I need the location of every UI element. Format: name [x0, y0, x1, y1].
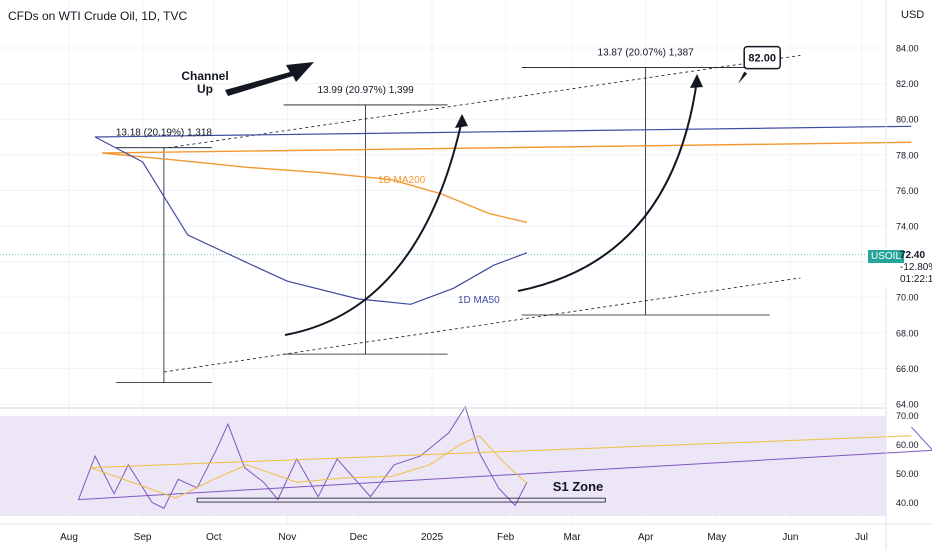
measure-label: 13.18 (20.19%) 1,318 — [116, 128, 213, 139]
y-tick-label: 74.00 — [896, 222, 919, 232]
channel-up-arrow — [225, 62, 314, 96]
rsi-y-tick-label: 50.00 — [896, 469, 919, 479]
price-tag-price: 72.40 — [900, 250, 926, 262]
annotations: 13.18 (20.19%) 1,318 13.99 (20.97%) 1,399… — [116, 45, 781, 503]
rsi-ma-line — [90, 435, 912, 499]
drawing-tools — [0, 55, 886, 384]
price-tag-change: -12.80% — [900, 262, 932, 274]
channel-up-word: Up — [197, 82, 213, 96]
x-tick-label: Jun — [782, 532, 798, 543]
y-tick-label: 82.00 — [896, 79, 919, 89]
rsi-y-tick-label: 40.00 — [896, 498, 919, 508]
channel-up-label: Channel Up — [181, 69, 228, 96]
symbol-title[interactable]: CFDs on WTI Crude Oil, 1D, TVC — [8, 9, 188, 23]
last-price-tag: USOIL 72.40 -12.80% 01:22:16 — [866, 247, 932, 288]
x-tick-label: Feb — [497, 532, 515, 543]
y-tick-label: 66.00 — [896, 364, 919, 374]
rsi-y-tick-label: 60.00 — [896, 440, 919, 450]
curve-arrowhead — [690, 74, 703, 88]
curve-arrow-projection — [517, 79, 698, 292]
x-tick-label: Dec — [350, 532, 368, 543]
ma50-label: 1D MA50 — [458, 295, 500, 306]
curve-arrowhead — [455, 114, 468, 128]
x-tick-label: Mar — [563, 532, 581, 543]
ma200-line — [102, 141, 912, 224]
ma200-label: 1D MA200 — [378, 175, 426, 186]
x-tick-label: May — [707, 532, 726, 543]
curve-arrow-rally — [284, 119, 463, 336]
x-tick-label: Sep — [134, 532, 152, 543]
s1-zone-box — [196, 497, 606, 503]
price-tag-symbol: USOIL — [868, 250, 905, 264]
y-tick-label: 70.00 — [896, 293, 919, 303]
ma50-line — [94, 125, 912, 305]
x-tick-label: Apr — [638, 532, 654, 543]
x-tick-label: Jul — [855, 532, 868, 543]
channel-up-word: Channel — [181, 69, 228, 83]
currency-label[interactable]: USD — [901, 9, 925, 21]
s1-zone-label: S1 Zone — [553, 479, 604, 494]
target-value: 82.00 — [748, 53, 776, 65]
x-tick-label: Oct — [206, 532, 222, 543]
rsi-band-background — [0, 416, 886, 516]
channel-lower-line — [163, 277, 801, 373]
measure-label: 13.99 (20.97%) 1,399 — [318, 85, 415, 96]
rsi-line — [77, 405, 932, 509]
price-tag-countdown: 01:22:16 — [900, 274, 932, 286]
target-pointer — [738, 71, 748, 84]
y-tick-label: 78.00 — [896, 150, 919, 160]
x-tick-label: Nov — [278, 532, 296, 543]
x-tick-label: Aug — [60, 532, 78, 543]
measure-label: 13.87 (20.07%) 1,387 — [598, 48, 695, 59]
y-tick-label: 80.00 — [896, 115, 919, 125]
y-tick-label: 84.00 — [896, 44, 919, 54]
target-box — [743, 45, 781, 70]
channel-upper-line — [168, 55, 801, 149]
y-tick-label: 76.00 — [896, 186, 919, 196]
x-tick-label: 2025 — [421, 532, 444, 543]
y-tick-label: 68.00 — [896, 328, 919, 338]
indicator-lines — [77, 125, 932, 509]
y-tick-label: 64.00 — [896, 400, 919, 410]
rsi-y-tick-label: 70.00 — [896, 411, 919, 421]
